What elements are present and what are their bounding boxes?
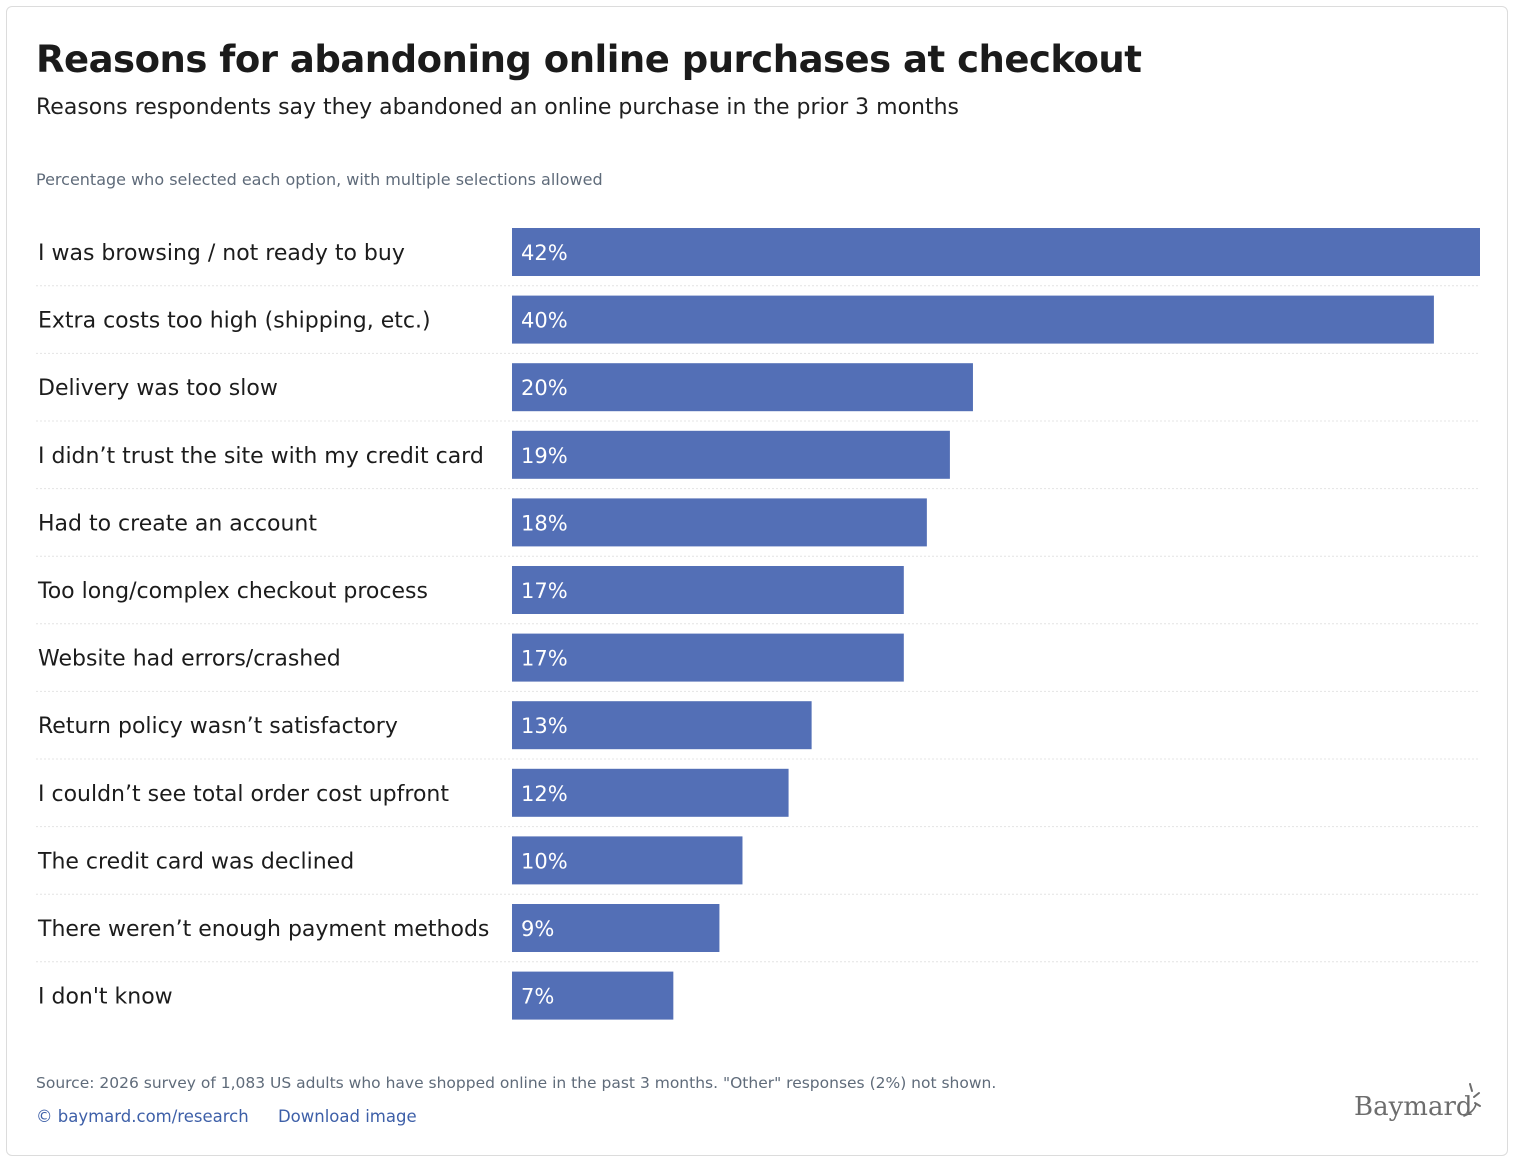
bar — [512, 566, 904, 614]
bar — [512, 768, 789, 817]
value-label: 10% — [521, 849, 568, 873]
bar — [512, 904, 720, 952]
category-label: I couldn’t see total order cost upfront — [38, 782, 449, 807]
bar — [512, 701, 812, 750]
category-label: Website had errors/crashed — [38, 647, 341, 672]
value-label: 7% — [521, 985, 554, 1009]
brand-logo: Baymard — [1354, 1092, 1473, 1122]
category-label: Had to create an account — [38, 511, 317, 536]
value-label: 17% — [521, 579, 568, 603]
chart-subtitle: Reasons respondents say they abandoned a… — [36, 95, 960, 120]
value-label: 17% — [521, 647, 568, 671]
category-label: Delivery was too slow — [38, 376, 278, 401]
category-label: I don't know — [38, 985, 173, 1010]
download-image-link[interactable]: Download image — [277, 1107, 417, 1126]
source-note: Source: 2026 survey of 1,083 US adults w… — [36, 1074, 997, 1092]
bar — [512, 295, 1434, 344]
category-label: Extra costs too high (shipping, etc.) — [38, 309, 431, 334]
value-label: 42% — [521, 241, 568, 265]
bar — [512, 363, 973, 412]
copyright-symbol: © — [36, 1107, 53, 1126]
value-label: 18% — [521, 511, 568, 535]
research-link[interactable]: baymard.com/research — [57, 1107, 249, 1126]
value-label: 13% — [521, 714, 568, 738]
category-label: Return policy wasn’t satisfactory — [38, 714, 398, 739]
category-label: Too long/complex checkout process — [37, 579, 428, 604]
bar — [512, 498, 927, 547]
value-label: 9% — [521, 917, 554, 941]
chart-title: Reasons for abandoning online purchases … — [36, 38, 1142, 81]
value-label: 19% — [521, 444, 568, 468]
footer-links: © baymard.com/research Download image — [36, 1107, 417, 1126]
bar — [512, 430, 950, 479]
category-label: There weren’t enough payment methods — [37, 917, 489, 942]
chart-note: Percentage who selected each option, wit… — [36, 170, 603, 189]
bar — [512, 228, 1480, 276]
value-label: 40% — [521, 309, 568, 333]
bar — [512, 633, 904, 682]
value-label: 12% — [521, 782, 568, 806]
bar-chart: I was browsing / not ready to buy 42% Extr… — [36, 228, 1480, 1020]
sparkle-icon — [1463, 1083, 1481, 1117]
value-label: 20% — [521, 376, 568, 400]
bar — [512, 971, 674, 1020]
category-label: The credit card was declined — [37, 849, 354, 874]
bar — [512, 836, 743, 885]
category-label: I didn’t trust the site with my credit c… — [38, 444, 484, 469]
category-label: I was browsing / not ready to buy — [38, 241, 405, 266]
